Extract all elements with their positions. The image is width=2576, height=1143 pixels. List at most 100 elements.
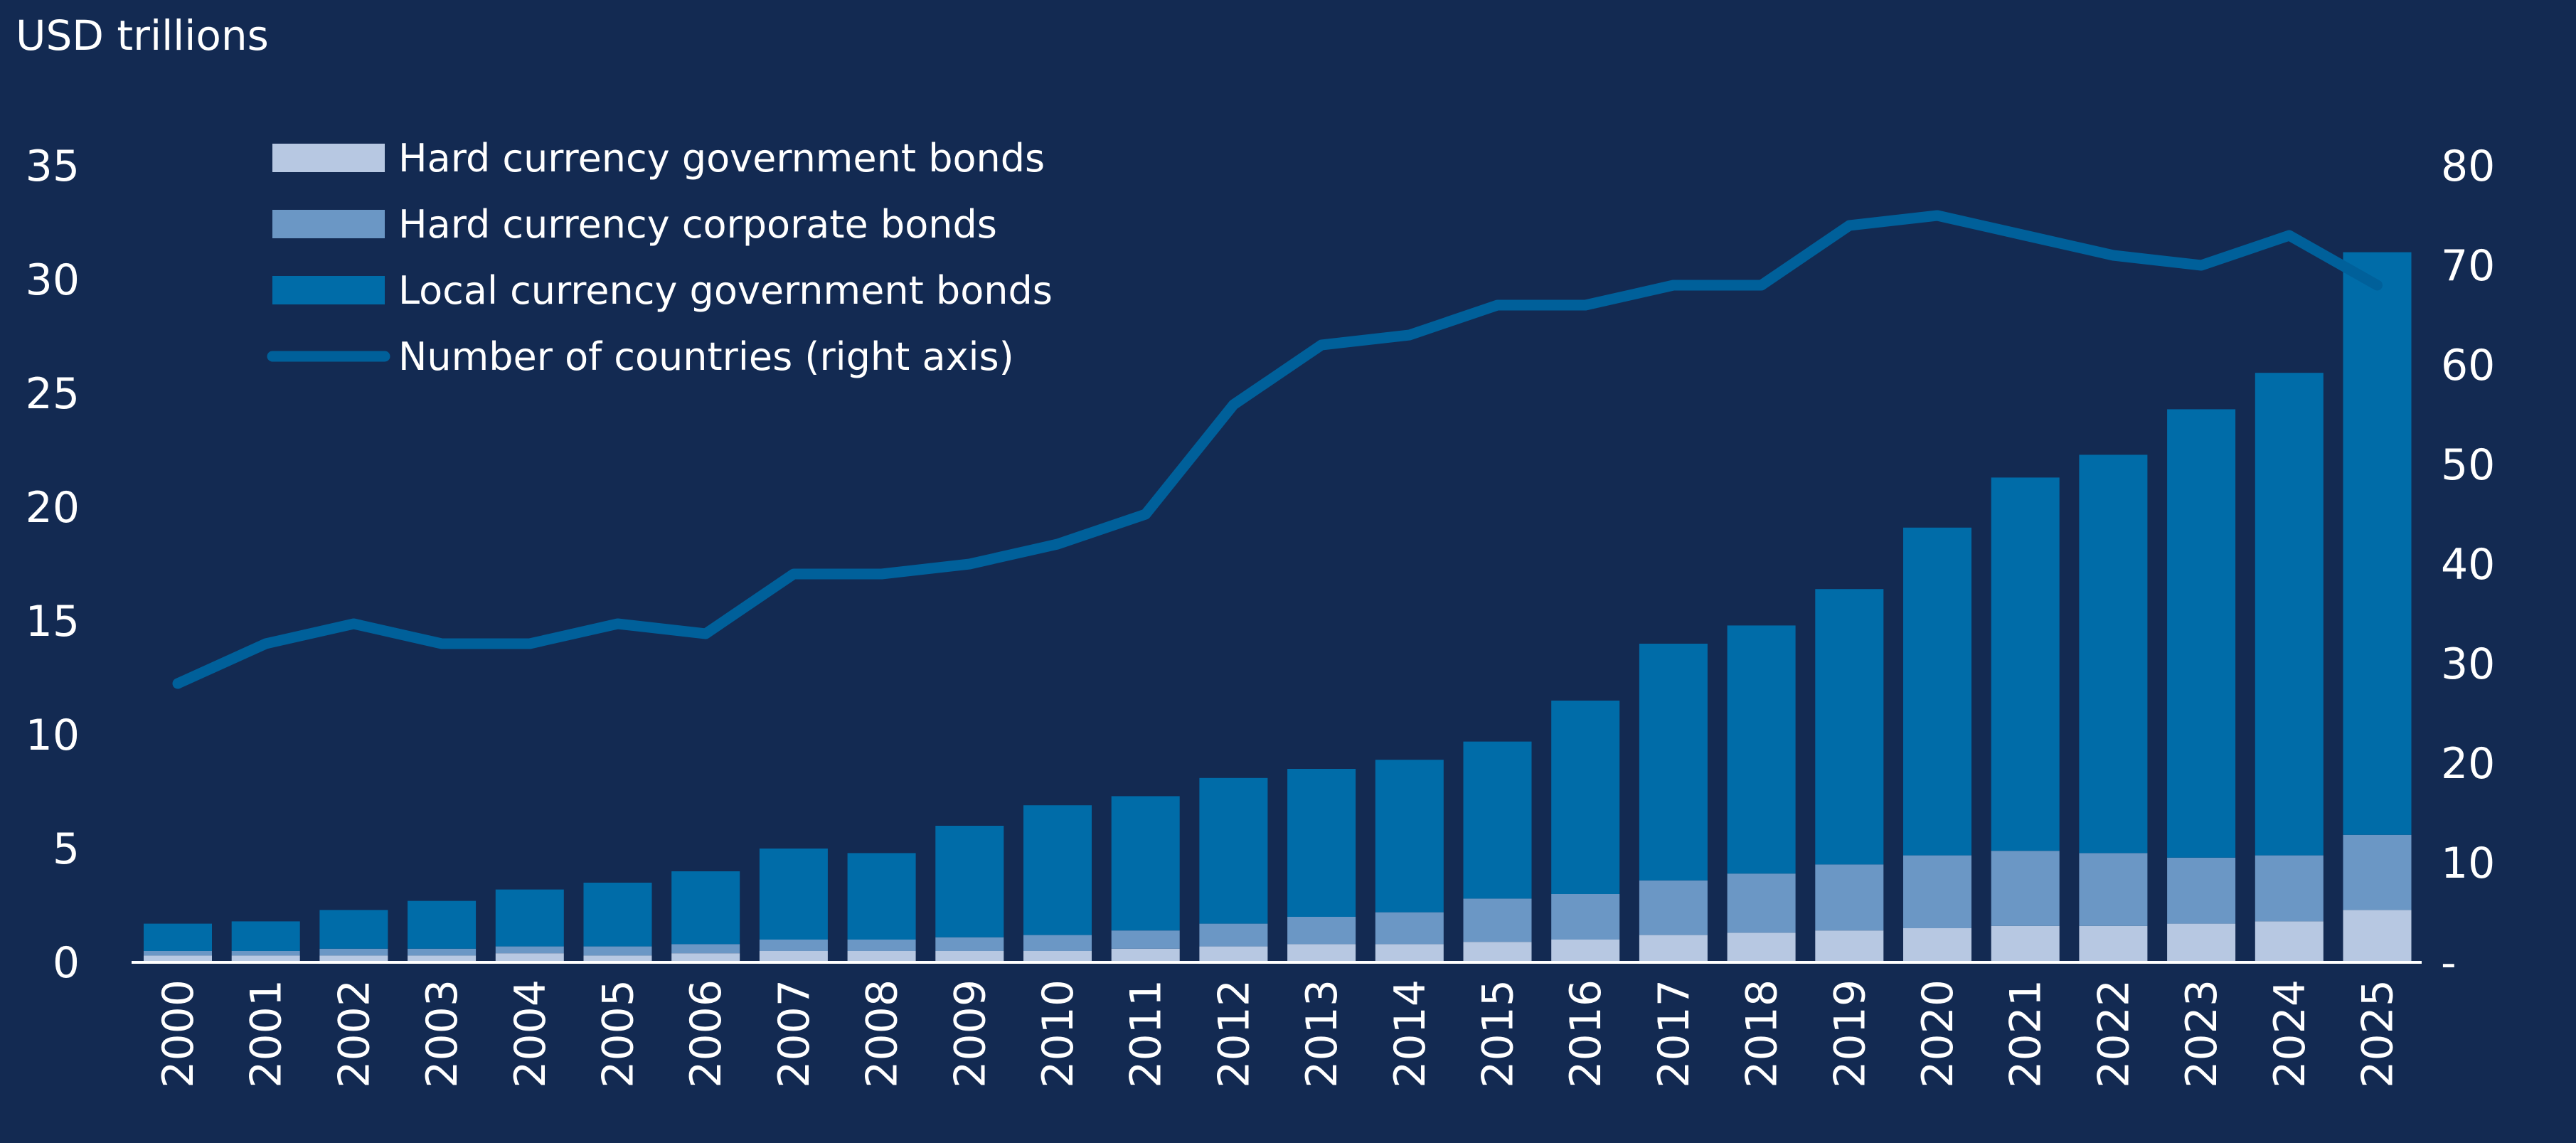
bar-segment-series-2: [1639, 644, 1708, 881]
x-axis-tick-label: 2019: [1825, 979, 1875, 1088]
bar-segment-series-2: [847, 853, 916, 940]
x-axis-tick-label: 2005: [594, 979, 644, 1088]
bar-segment-series-0: [2079, 925, 2148, 962]
x-axis: 2000 2001 2002 2003 2004 2005 2006 2007 2008 2009…: [154, 979, 2403, 1088]
bar-segment-series-1: [1903, 855, 1971, 928]
x-axis-tick-label: 2011: [1122, 979, 1171, 1088]
bar-segment-series-1: [1551, 894, 1620, 940]
legend-swatch: [272, 210, 385, 238]
bar-segment-series-1: [1111, 930, 1180, 949]
x-axis-tick-label: 2012: [1209, 979, 1259, 1088]
legend: Hard currency government bonds Hard curre…: [267, 136, 1053, 379]
bar-segment-series-2: [1727, 625, 1796, 874]
bar-segment-series-2: [1551, 701, 1620, 894]
bar-segment-series-0: [759, 951, 828, 962]
left-axis-tick-label: 5: [53, 824, 80, 874]
bar-segment-series-1: [1199, 923, 1268, 947]
bar-segment-series-0: [1551, 940, 1620, 962]
bar-segment-series-2: [1023, 805, 1092, 935]
x-axis-tick-label: 2013: [1297, 979, 1347, 1088]
x-axis-tick-label: 2002: [329, 979, 379, 1088]
x-axis-tick-label: 2017: [1649, 979, 1699, 1088]
bar-segment-series-1: [408, 948, 477, 956]
bar-segment-series-0: [2343, 910, 2412, 962]
x-axis-tick-label: 2006: [681, 979, 731, 1088]
x-axis-tick-label: 2015: [1474, 979, 1523, 1088]
bar-segment-series-1: [1639, 880, 1708, 935]
bar-segment-series-1: [583, 946, 652, 956]
left-axis-tick-label: 0: [53, 938, 80, 988]
bar-segment-series-0: [319, 955, 388, 962]
bar-segment-series-0: [231, 955, 300, 962]
bar-segment-series-2: [408, 900, 477, 949]
x-axis-tick-label: 2007: [770, 979, 819, 1088]
bar-segment-series-0: [1727, 932, 1796, 962]
bar-segment-series-2: [319, 910, 388, 949]
bar-segment-series-1: [671, 944, 740, 954]
x-axis-tick-label: 2003: [417, 979, 467, 1088]
bar-segment-series-1: [847, 940, 916, 951]
bar-segment-series-0: [408, 955, 477, 962]
bar-segment-series-0: [1903, 928, 1971, 962]
right-axis-tick-label: 40: [2441, 540, 2495, 590]
left-axis: 0 5 10 15 20 25 30 35: [26, 142, 80, 988]
right-axis-tick-label: 80: [2441, 142, 2495, 191]
right-axis-tick-label: 30: [2441, 639, 2495, 689]
bar-segment-series-0: [847, 951, 916, 962]
bar-segment-series-2: [1815, 589, 1884, 865]
right-axis-tick-label: 50: [2441, 440, 2495, 490]
bar-segment-series-1: [231, 951, 300, 956]
legend-label: Local currency government bonds: [398, 268, 1053, 313]
x-axis-tick-label: 2008: [858, 979, 908, 1088]
left-axis-unit-label: USD trillions: [16, 11, 269, 60]
bar-segment-series-2: [2079, 454, 2148, 854]
bar-segment-series-1: [2343, 834, 2412, 910]
bar-segment-series-2: [1111, 796, 1180, 931]
bar-segment-series-0: [2167, 923, 2236, 962]
legend-label: Hard currency corporate bonds: [398, 202, 997, 247]
left-axis-tick-label: 35: [26, 142, 80, 191]
bar-segment-series-2: [935, 826, 1004, 937]
x-axis-tick-label: 2001: [242, 979, 292, 1088]
x-axis-tick-label: 2021: [2001, 979, 2051, 1088]
right-axis-tick-label: 10: [2441, 839, 2495, 888]
x-axis-tick-label: 2018: [1737, 979, 1787, 1088]
bar-segment-series-0: [1639, 935, 1708, 962]
x-axis-tick-label: 2009: [945, 979, 995, 1088]
bar-segment-series-2: [1903, 527, 1971, 856]
bar-segment-series-1: [1991, 851, 2060, 926]
bar-segment-series-2: [1287, 769, 1356, 917]
left-axis-tick-label: 10: [26, 711, 80, 760]
x-axis-tick-label: 2020: [1913, 979, 1963, 1088]
x-axis-tick-label: 2025: [2353, 979, 2403, 1088]
left-axis-tick-label: 20: [26, 483, 80, 533]
bar-segment-series-1: [1023, 935, 1092, 951]
x-axis-tick-label: 2024: [2265, 979, 2315, 1088]
bar-segment-series-0: [1375, 944, 1444, 962]
bar-segment-series-1: [935, 937, 1004, 951]
bar-segment-series-1: [1815, 864, 1884, 931]
bar-segment-series-0: [1463, 942, 1532, 962]
countries-line: [172, 210, 2383, 689]
bar-segment-series-1: [1727, 873, 1796, 933]
x-axis-tick-label: 2022: [2089, 979, 2139, 1088]
right-axis-tick-label: 60: [2441, 341, 2495, 390]
bar-segment-series-0: [935, 951, 1004, 962]
bar-segment-series-2: [495, 889, 564, 947]
bar-segment-series-0: [144, 955, 212, 962]
bar-segment-series-1: [1375, 912, 1444, 945]
bar-segment-series-1: [1463, 898, 1532, 942]
bar-segment-series-1: [495, 946, 564, 954]
bar-segment-series-2: [759, 849, 828, 940]
bar-segment-series-0: [1199, 946, 1268, 962]
legend-label: Number of countries (right axis): [398, 334, 1014, 379]
bar-segment-series-2: [1991, 477, 2060, 851]
bar-segment-series-0: [2255, 921, 2324, 962]
right-axis-tick-label: 70: [2441, 241, 2495, 291]
stacked-bars: [144, 252, 2412, 962]
bar-segment-series-0: [671, 953, 740, 962]
legend-swatch: [272, 144, 385, 172]
bar-segment-series-2: [1375, 760, 1444, 913]
bar-segment-series-2: [2343, 252, 2412, 835]
bar-segment-series-2: [1463, 741, 1532, 899]
